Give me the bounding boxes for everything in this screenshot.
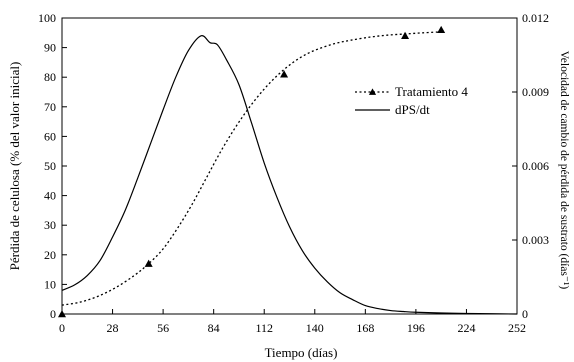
tratamiento-4-marker	[144, 259, 153, 267]
x-tick-label: 56	[157, 321, 169, 335]
x-tick-label: 0	[59, 321, 65, 335]
x-axis-label: Tiempo (días)	[265, 345, 338, 360]
y-tick-label: 30	[44, 218, 56, 232]
y-tick-label: 20	[44, 248, 56, 262]
legend-dps-dt-label: dPS/dt	[395, 102, 430, 117]
y-axis-right-label: Velocidad de cambio de pérdida de sustra…	[558, 51, 570, 290]
tratamiento-4-marker	[437, 25, 446, 34]
y-right-tick-label: 0.003	[522, 233, 549, 247]
x-tick-label: 28	[107, 321, 119, 335]
y-right-tick-label: 0.009	[522, 85, 549, 99]
y-tick-label: 70	[44, 100, 56, 114]
x-tick-label: 224	[457, 321, 475, 335]
x-tick-label: 252	[508, 321, 526, 335]
plot-frame	[61, 17, 518, 315]
tratamiento-4-marker	[58, 310, 66, 318]
y-tick-label: 100	[38, 11, 56, 25]
x-tick-label: 112	[255, 321, 273, 335]
y-right-tick-label: 0.006	[522, 159, 549, 173]
x-tick-label: 84	[208, 321, 220, 335]
y-tick-label: 10	[44, 277, 56, 291]
y-tick-label: 60	[44, 129, 56, 143]
y-tick-label: 80	[44, 70, 56, 84]
y-right-tick-label: 0.012	[522, 11, 549, 25]
tratamiento-4-marker	[401, 31, 410, 39]
y-tick-label: 40	[44, 189, 56, 203]
tratamiento-4-marker	[280, 70, 289, 78]
legend-tratamiento-4-marker	[368, 88, 377, 95]
legend-tratamiento-4-label: Tratamiento 4	[395, 84, 468, 99]
x-tick-label: 196	[407, 321, 425, 335]
y-right-tick-label: 0	[522, 307, 528, 321]
y-tick-label: 0	[50, 307, 56, 321]
y-tick-label: 90	[44, 41, 56, 55]
x-tick-label: 168	[356, 321, 374, 335]
x-tick-label: 140	[306, 321, 324, 335]
series-tratamiento-4-line	[61, 31, 442, 306]
y-axis-label: Pérdida de celulosa (% del valor inicial…	[7, 62, 22, 271]
y-tick-label: 50	[44, 159, 56, 173]
series-dps-dt-line	[61, 35, 518, 315]
